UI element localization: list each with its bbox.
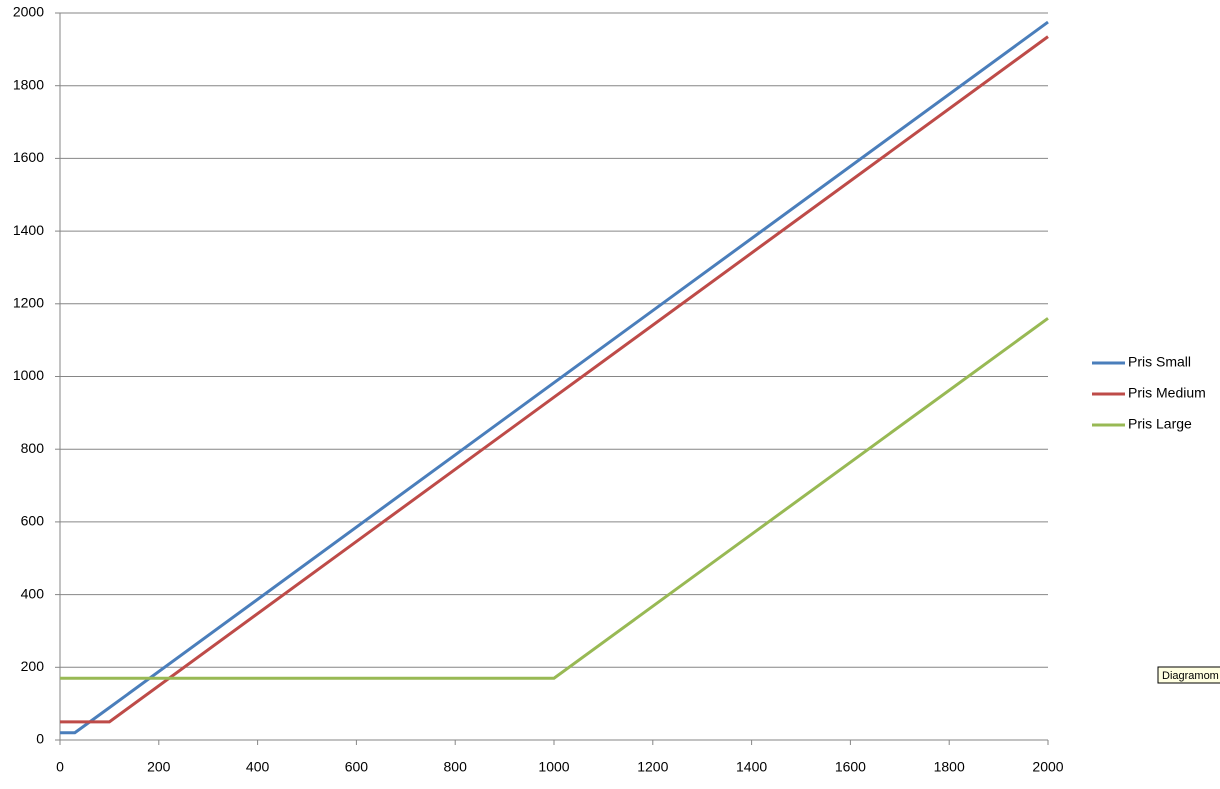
- x-tick-label: 1000: [538, 759, 569, 775]
- series-line: [60, 317, 1049, 680]
- x-tick-label: 0: [56, 759, 64, 775]
- y-tick-label: 0: [36, 731, 44, 747]
- tooltip-text: Diagramom: [1162, 670, 1219, 682]
- legend-label: Pris Small: [1128, 354, 1191, 370]
- x-tick-label: 600: [345, 759, 369, 775]
- y-tick-label: 200: [21, 658, 45, 674]
- x-tick-label: 400: [246, 759, 270, 775]
- tooltip-box: [1157, 666, 1220, 684]
- x-tick-label: 800: [444, 759, 468, 775]
- x-tick-label: 2000: [1032, 759, 1063, 775]
- x-tick-label: 200: [147, 759, 171, 775]
- y-tick-label: 1800: [13, 76, 44, 92]
- y-tick-label: 1000: [13, 367, 44, 383]
- x-tick-label: 1400: [736, 759, 767, 775]
- y-tick-label: 2000: [13, 4, 44, 20]
- x-tick-label: 1600: [835, 759, 866, 775]
- y-tick-label: 1400: [13, 222, 44, 238]
- series-line: [60, 35, 1049, 724]
- y-tick-label: 1600: [13, 149, 44, 165]
- y-tick-label: 1200: [13, 295, 44, 311]
- x-tick-label: 1800: [934, 759, 965, 775]
- y-tick-label: 400: [21, 585, 45, 601]
- x-tick-label: 1200: [637, 759, 668, 775]
- series-line: [60, 20, 1049, 735]
- legend-label: Pris Large: [1128, 416, 1192, 432]
- y-tick-label: 800: [21, 440, 45, 456]
- legend-label: Pris Medium: [1128, 385, 1206, 401]
- y-tick-label: 600: [21, 513, 45, 529]
